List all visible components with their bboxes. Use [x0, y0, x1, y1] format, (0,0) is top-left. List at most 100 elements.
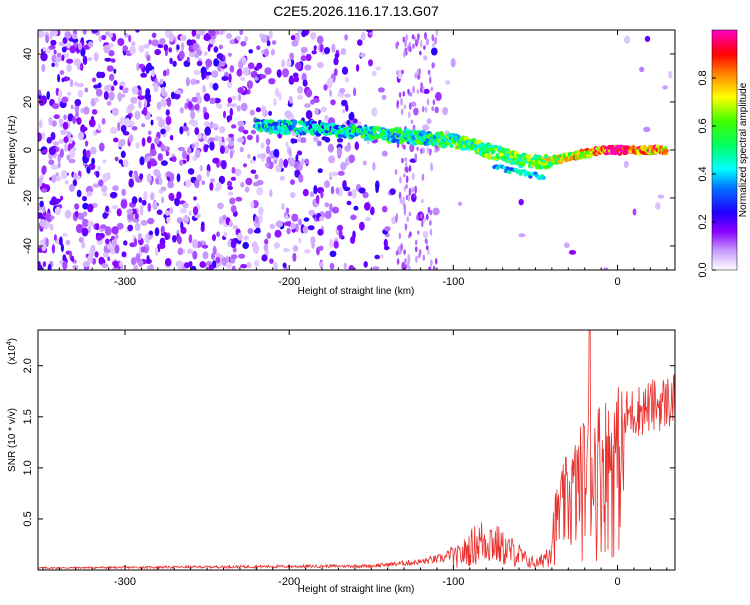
spectrogram-noise-cell	[227, 52, 232, 57]
spectrogram-noise-cell	[318, 245, 324, 251]
spectrogram-noise-cell	[292, 252, 297, 262]
spectrogram-noise-cell	[231, 103, 237, 108]
spectrogram-noise-cell	[154, 49, 161, 56]
spectrogram-noise-cell	[192, 250, 198, 260]
spectrogram-noise-cell	[377, 87, 385, 93]
spectrogram-noise-cell	[409, 231, 412, 237]
spectrogram-noise-cell	[404, 258, 407, 264]
spectrogram-noise-cell	[344, 76, 350, 83]
spectrogram-noise-cell	[64, 142, 68, 152]
spectrogram-noise-cell	[346, 142, 351, 150]
colorbar-ticks: 0.0 0.2 0.4 0.6 0.8	[697, 70, 716, 278]
spectrogram-noise-cell	[213, 58, 220, 67]
spectrogram-noise-cell	[199, 164, 203, 172]
spectrogram-noise-cell	[61, 54, 65, 61]
spectrogram-noise-cell	[240, 102, 248, 112]
spectrogram-noise-cell	[413, 107, 419, 116]
spectrogram-noise-cell	[214, 135, 219, 142]
spectrogram-noise-cell	[416, 68, 420, 76]
spectrogram-noise-cell	[416, 214, 419, 221]
spectrogram-noise-cell	[46, 137, 53, 144]
spectrogram-noise-cell	[87, 56, 93, 61]
spectrogram-noise-cell	[149, 149, 157, 157]
spectrogram-noise-cell	[137, 89, 142, 96]
spectrogram-noise-cell	[429, 219, 432, 226]
spectrogram-noise-cell	[80, 214, 85, 221]
spectrogram-noise-cell	[564, 242, 570, 249]
spectrogram-noise-cell	[396, 99, 400, 107]
spectrogram-noise-cell	[78, 131, 84, 141]
spectrogram-noise-cell	[273, 148, 280, 158]
spectrogram-noise-cell	[414, 72, 418, 79]
spectrogram-noise-cell	[230, 205, 237, 213]
spectrogram-noise-cell	[87, 254, 93, 264]
spectrogram-noise-cell	[231, 265, 236, 270]
spectrogram-noise-cell	[348, 154, 355, 163]
spectrogram-noise-cell	[429, 77, 432, 84]
spectrogram-noise-cell	[412, 43, 415, 49]
spectrogram-noise-cell	[115, 233, 119, 240]
spectrogram-noise-cell	[518, 198, 524, 206]
spectrogram-noise-cell	[68, 158, 76, 164]
spectrogram-noise-cell	[304, 64, 312, 71]
spectrogram-noise-cell	[184, 102, 188, 110]
spectrogram-noise-cell	[98, 35, 103, 43]
spectrogram-noise-cell	[344, 93, 351, 98]
spectrogram-noise-cell	[668, 70, 673, 79]
spectrogram-noise-cell	[194, 53, 200, 59]
spectrogram-noise-cell	[244, 186, 250, 193]
spectrogram-noise-cell	[119, 116, 126, 126]
spectrogram-noise-cell	[55, 55, 63, 63]
spectrogram-noise-cell	[38, 89, 42, 96]
spectrogram-noise-cell	[215, 256, 221, 264]
spectrogram-noise-cell	[133, 237, 138, 247]
spectrogram-noise-cell	[160, 225, 165, 234]
spectrogram-noise-cell	[518, 233, 526, 238]
spectrogram-noise-cell	[140, 219, 148, 226]
spectrogram-noise-cell	[307, 225, 315, 231]
spectrogram-noise-cell	[67, 113, 74, 122]
spectrogram-noise-cell	[353, 205, 359, 211]
spectrogram-noise-cell	[104, 57, 112, 62]
spectrogram-noise-cell	[407, 195, 411, 202]
spectrogram-noise-cell	[320, 106, 327, 113]
spectrogram-noise-cell	[244, 35, 249, 43]
spectrogram-noise-cell	[39, 200, 44, 208]
spectrogram-noise-cell	[160, 186, 167, 192]
spectrogram-noise-cell	[396, 258, 400, 265]
spectrogram-noise-cell	[122, 159, 129, 168]
spectrogram-noise-cell	[359, 53, 366, 58]
spectrogram-noise-cell	[424, 106, 428, 113]
spectrogram-noise-cell	[74, 210, 79, 218]
spectrogram-noise-cell	[102, 212, 108, 220]
spectrogram-noise-cell	[305, 53, 312, 62]
spectrogram-noise-cell	[268, 78, 276, 85]
spectrogram-noise-cell	[413, 193, 416, 198]
spectrogram-noise-cell	[143, 190, 148, 201]
spectrogram-noise-cell	[368, 59, 373, 67]
spectrogram-noise-cell	[90, 146, 97, 155]
spectrogram-signal-cell	[519, 162, 526, 167]
spectrogram-noise-cell	[403, 203, 407, 212]
spectrogram-noise-cell	[101, 118, 106, 125]
spectrogram-noise-cell	[60, 195, 64, 201]
spectrogram-noise-cell	[420, 213, 423, 219]
spectrogram-noise-cell	[200, 221, 205, 229]
spectrogram-noise-cell	[420, 87, 423, 93]
spectrogram-noise-cell	[247, 62, 255, 70]
spectrogram-noise-cell	[188, 210, 192, 217]
spectrogram-noise-cell	[256, 62, 263, 69]
spectrogram-noise-cell	[190, 78, 197, 86]
spectrogram-noise-cell	[143, 43, 150, 49]
spectrogram-noise-cell	[49, 30, 53, 40]
spectrogram-noise-cell	[410, 101, 417, 107]
spectrogram-signal-cell	[662, 148, 669, 153]
spectrogram-noise-cell	[372, 161, 376, 171]
spectrogram-noise-cell	[291, 40, 299, 47]
spectrogram-noise-cell	[421, 105, 425, 113]
spectrogram-noise-cell	[218, 44, 223, 50]
spectrogram-noise-cell	[146, 54, 151, 62]
spectrogram-noise-cell	[302, 188, 309, 197]
spectrogram-noise-cell	[90, 115, 95, 122]
spectrogram-noise-cell	[221, 160, 227, 170]
